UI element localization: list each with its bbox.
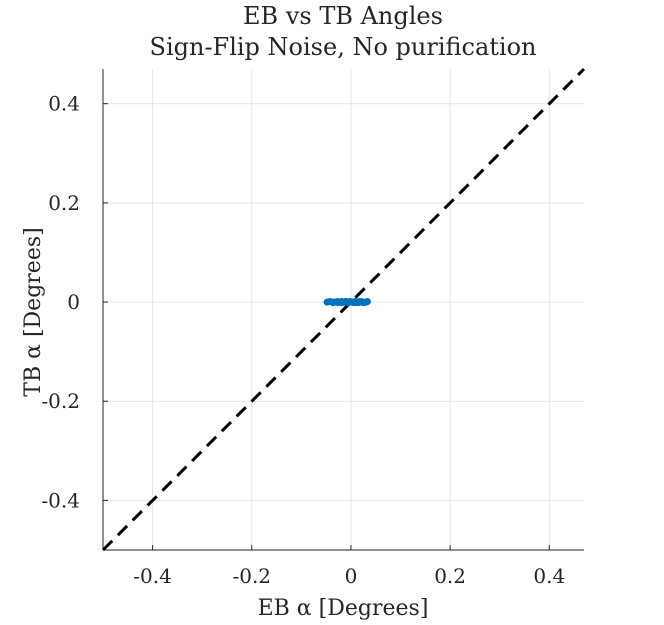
x-tick-label: 0 (345, 564, 358, 588)
chart-subtitle: Sign-Flip Noise, No purification (150, 33, 537, 61)
y-axis-label: TB α [Degrees] (21, 227, 46, 396)
data-point (357, 298, 365, 306)
axes (102, 69, 584, 551)
reference-line (101, 67, 586, 552)
x-tick-label: -0.4 (133, 564, 172, 588)
data-point (330, 298, 338, 306)
x-tick-label: -0.2 (232, 564, 271, 588)
chart-title: EB vs TB Angles (243, 2, 443, 30)
y-tick-label: 0 (67, 290, 80, 314)
gridlines (103, 69, 584, 550)
x-tick-label: 0.2 (434, 564, 466, 588)
x-axis-label: EB α [Degrees] (258, 596, 429, 621)
data-point (337, 297, 346, 306)
scatter-points (323, 297, 371, 307)
y-tick-label: 0.2 (48, 191, 80, 215)
reference-line-group (101, 67, 586, 552)
tick-labels: -0.4 -0.2 0 0.2 0.4 -0.4 -0.2 0 0.2 0.4 (41, 92, 565, 588)
y-tick-label: -0.2 (41, 389, 80, 413)
y-tick-label: -0.4 (41, 488, 80, 512)
x-tick-label: 0.4 (533, 564, 565, 588)
y-tick-label: 0.4 (48, 92, 80, 116)
data-point (344, 298, 352, 306)
